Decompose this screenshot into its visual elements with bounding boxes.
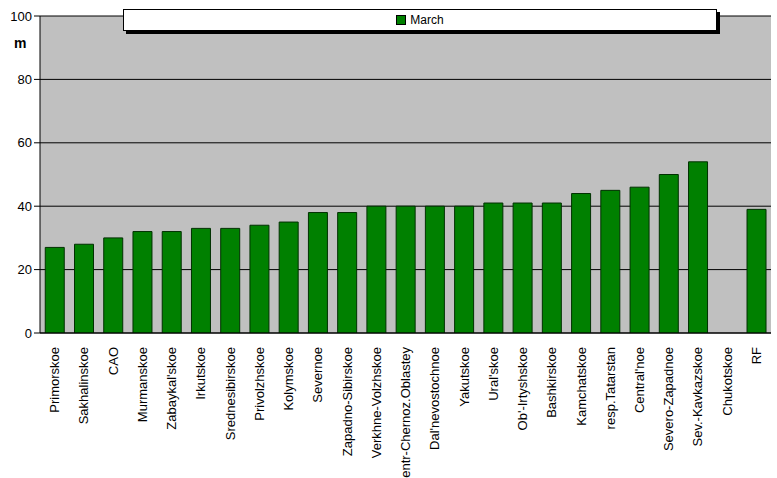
svg-text:RF: RF (749, 347, 764, 364)
svg-text:Irkutskoe: Irkutskoe (193, 347, 208, 400)
svg-text:Bashkirskoe: Bashkirskoe (544, 347, 559, 418)
svg-text:Privolzhskoe: Privolzhskoe (252, 347, 267, 421)
svg-text:Primorskoe: Primorskoe (47, 347, 62, 413)
svg-text:Chukotskoe: Chukotskoe (720, 347, 735, 416)
svg-text:Verkhne-Volzhskoe: Verkhne-Volzhskoe (369, 347, 384, 458)
svg-text:Sev.-Kavkazskoe: Sev.-Kavkazskoe (690, 347, 705, 446)
svg-text:Severnoe: Severnoe (310, 347, 325, 403)
svg-text:Zabaykal'skoe: Zabaykal'skoe (164, 347, 179, 430)
svg-text:Severo-Zapadnoe: Severo-Zapadnoe (661, 347, 676, 451)
svg-text:Murmanskoe: Murmanskoe (135, 347, 150, 422)
svg-text:80: 80 (18, 72, 32, 87)
svg-text:40: 40 (18, 199, 32, 214)
svg-text:Dal'nevostochnoe: Dal'nevostochnoe (427, 347, 442, 450)
svg-text:resp.Tatarstan: resp.Tatarstan (603, 347, 618, 429)
svg-text:20: 20 (18, 262, 32, 277)
html-text:March: March (410, 13, 444, 27)
svg-text:Kamchatskoe: Kamchatskoe (573, 347, 588, 426)
svg-text:Ob'-Irtyshskoe: Ob'-Irtyshskoe (515, 347, 530, 430)
svg-text:m: m (14, 35, 26, 51)
svg-text:Sakhalinskoe: Sakhalinskoe (76, 347, 91, 424)
svg-text:60: 60 (18, 135, 32, 150)
svg-text:CAO: CAO (106, 347, 121, 375)
svg-text:Srednesibirskoe: Srednesibirskoe (223, 347, 238, 440)
svg-text:100: 100 (10, 9, 32, 24)
svg-text:Yakutskoe: Yakutskoe (457, 347, 472, 407)
svg-text:Central'noe: Central'noe (632, 347, 647, 413)
svg-text:0: 0 (25, 326, 32, 341)
svg-text:Ural'skoe: Ural'skoe (486, 347, 501, 401)
svg-text:Centr-Chernoz.Oblastey: Centr-Chernoz.Oblastey (398, 347, 413, 478)
svg-text:Kolymskoe: Kolymskoe (281, 347, 296, 411)
svg-text:Zapadno-Sibirskoe: Zapadno-Sibirskoe (340, 347, 355, 456)
